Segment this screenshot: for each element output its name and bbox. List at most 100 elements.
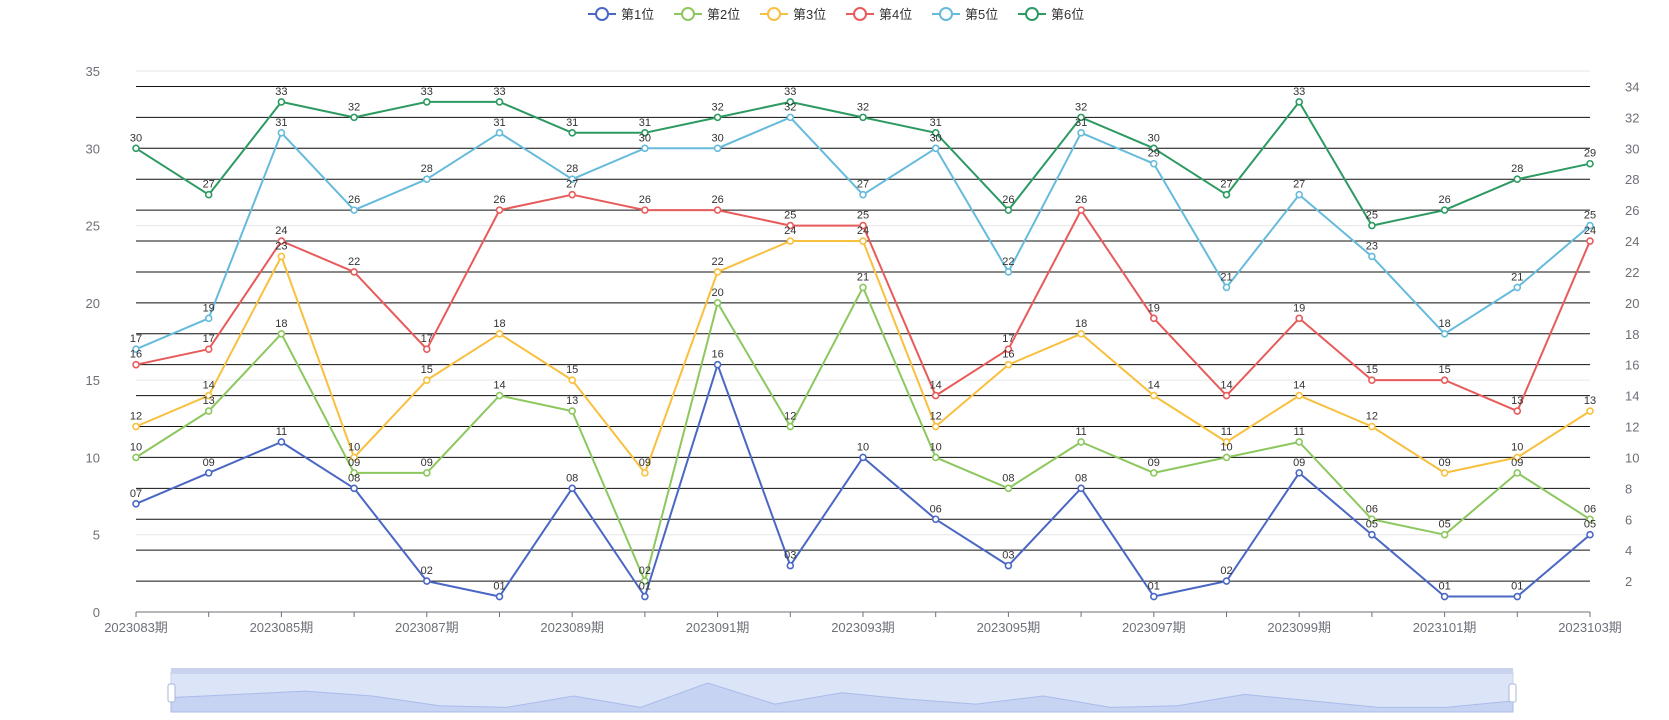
data-point[interactable] <box>277 129 286 137</box>
data-point[interactable] <box>1586 530 1594 539</box>
data-point[interactable] <box>495 592 504 601</box>
data-point[interactable] <box>931 453 940 462</box>
data-point[interactable] <box>1586 221 1594 230</box>
zoom-handle-left[interactable] <box>167 683 176 703</box>
data-point[interactable] <box>1004 561 1013 570</box>
data-point[interactable] <box>1368 252 1376 261</box>
data-point[interactable] <box>1368 530 1376 539</box>
data-point[interactable] <box>1368 515 1376 524</box>
data-point[interactable] <box>1586 237 1594 245</box>
data-point[interactable] <box>786 561 795 570</box>
data-point[interactable] <box>786 113 795 122</box>
data-point[interactable] <box>931 422 940 431</box>
data-point[interactable] <box>713 144 722 153</box>
data-point[interactable] <box>1150 469 1158 477</box>
data-point[interactable] <box>786 237 795 245</box>
data-point[interactable] <box>568 175 577 183</box>
data-point[interactable] <box>132 345 140 354</box>
data-point[interactable] <box>1440 329 1449 338</box>
data-point[interactable] <box>1440 592 1449 601</box>
data-point[interactable] <box>1368 221 1376 230</box>
data-zoom-slider[interactable] <box>167 668 1517 713</box>
data-point[interactable] <box>350 113 358 122</box>
data-point[interactable] <box>568 129 577 137</box>
data-point[interactable] <box>132 422 140 431</box>
data-point[interactable] <box>132 499 140 508</box>
data-point[interactable] <box>859 453 867 462</box>
data-point[interactable] <box>1513 592 1522 601</box>
data-point[interactable] <box>277 329 286 338</box>
data-point[interactable] <box>1222 283 1231 292</box>
data-point[interactable] <box>1077 113 1085 122</box>
data-point[interactable] <box>641 469 649 477</box>
data-point[interactable] <box>1513 407 1522 415</box>
data-point[interactable] <box>495 129 504 137</box>
data-point[interactable] <box>1295 190 1303 199</box>
data-point[interactable] <box>1150 314 1158 323</box>
data-point[interactable] <box>422 175 431 183</box>
data-point[interactable] <box>713 299 722 307</box>
data-point[interactable] <box>277 98 286 106</box>
legend-item-3[interactable]: 第3位 <box>760 7 826 22</box>
data-point[interactable] <box>859 190 867 199</box>
data-point[interactable] <box>1513 469 1522 477</box>
data-point[interactable] <box>1077 329 1085 338</box>
data-point[interactable] <box>1222 453 1231 462</box>
data-point[interactable] <box>1586 407 1594 415</box>
data-point[interactable] <box>422 577 431 585</box>
data-point[interactable] <box>568 190 577 199</box>
data-point[interactable] <box>859 221 867 230</box>
data-point[interactable] <box>931 515 940 524</box>
data-point[interactable] <box>1004 360 1013 369</box>
data-point[interactable] <box>1586 159 1594 168</box>
legend-item-1[interactable]: 第1位 <box>588 7 654 22</box>
data-point[interactable] <box>1440 469 1449 477</box>
data-point[interactable] <box>1077 206 1085 214</box>
data-point[interactable] <box>1222 190 1231 199</box>
data-point[interactable] <box>204 190 213 199</box>
data-point[interactable] <box>495 391 504 400</box>
data-point[interactable] <box>422 345 431 354</box>
data-point[interactable] <box>1077 129 1085 137</box>
data-point[interactable] <box>713 360 722 369</box>
data-point[interactable] <box>1077 484 1085 493</box>
data-point[interactable] <box>1513 283 1522 292</box>
data-point[interactable] <box>422 376 431 384</box>
data-point[interactable] <box>641 206 649 214</box>
data-point[interactable] <box>1440 376 1449 384</box>
data-point[interactable] <box>859 237 867 245</box>
data-point[interactable] <box>786 422 795 431</box>
data-point[interactable] <box>641 592 649 601</box>
data-point[interactable] <box>204 345 213 354</box>
data-point[interactable] <box>132 144 140 153</box>
data-point[interactable] <box>204 469 213 477</box>
data-point[interactable] <box>713 113 722 122</box>
legend-item-2[interactable]: 第2位 <box>674 7 740 22</box>
legend-item-6[interactable]: 第6位 <box>1018 7 1084 22</box>
data-point[interactable] <box>1295 314 1303 323</box>
data-point[interactable] <box>568 484 577 493</box>
data-point[interactable] <box>786 98 795 106</box>
data-point[interactable] <box>132 453 140 462</box>
data-point[interactable] <box>204 314 213 323</box>
data-point[interactable] <box>1222 438 1231 446</box>
data-point[interactable] <box>495 98 504 106</box>
data-point[interactable] <box>350 453 358 462</box>
legend-item-5[interactable]: 第5位 <box>932 7 998 22</box>
data-point[interactable] <box>1586 515 1594 524</box>
data-point[interactable] <box>422 98 431 106</box>
data-point[interactable] <box>132 360 140 369</box>
data-point[interactable] <box>1150 159 1158 168</box>
data-point[interactable] <box>1004 268 1013 276</box>
data-point[interactable] <box>1295 98 1303 106</box>
data-point[interactable] <box>1368 422 1376 431</box>
data-point[interactable] <box>786 221 795 230</box>
data-point[interactable] <box>931 144 940 153</box>
data-point[interactable] <box>350 469 358 477</box>
data-point[interactable] <box>1295 469 1303 477</box>
data-point[interactable] <box>495 329 504 338</box>
data-point[interactable] <box>204 391 213 400</box>
zoom-handle-right[interactable] <box>1508 683 1517 703</box>
data-point[interactable] <box>859 113 867 122</box>
data-point[interactable] <box>350 268 358 276</box>
